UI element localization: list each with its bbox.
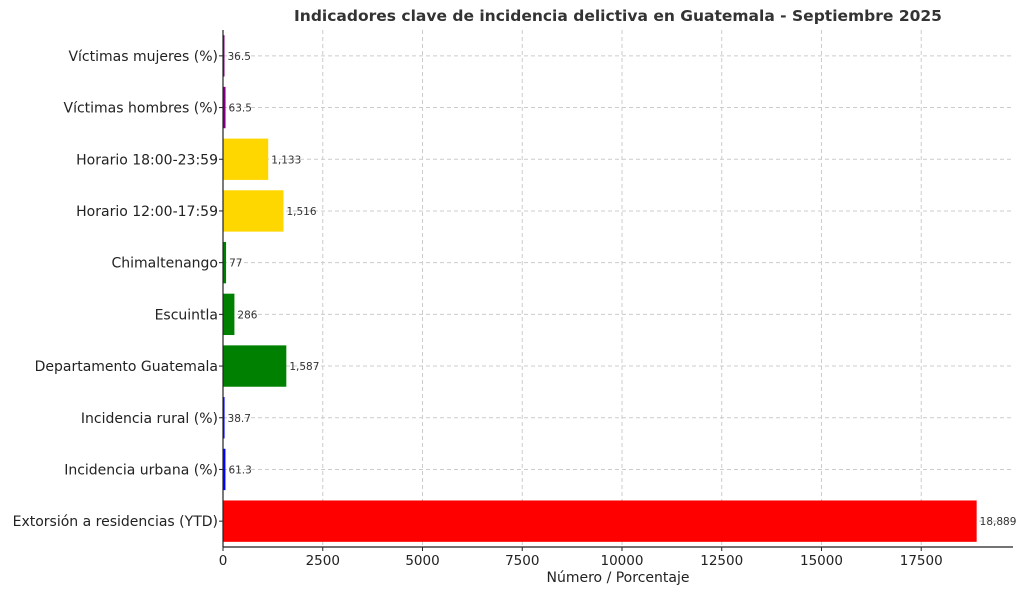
data-label: 61.3	[228, 464, 251, 476]
x-tick-label: 10000	[601, 553, 644, 569]
data-label: 38.7	[228, 413, 251, 425]
x-tick-label: 12500	[700, 553, 743, 569]
data-label: 286	[237, 309, 257, 321]
bar	[223, 500, 977, 542]
bar	[223, 293, 235, 336]
bar	[223, 35, 225, 77]
category-label: Extorsión a residencias (YTD)	[13, 514, 218, 530]
bar	[223, 190, 284, 232]
data-label: 77	[229, 258, 242, 270]
data-label: 1,516	[286, 206, 316, 218]
bar	[223, 138, 269, 180]
x-tick-label: 0	[219, 553, 228, 569]
x-tick-label: 2500	[306, 553, 340, 569]
grid-layer	[222, 30, 1013, 547]
x-tick-label: 7500	[505, 553, 539, 569]
bar	[223, 86, 226, 129]
category-label: Incidencia urbana (%)	[64, 462, 218, 478]
labels-layer: Extorsión a residencias (YTD) 18,889 Incid…	[13, 49, 1017, 530]
axes-layer: 0 2500 5000 7500 10000 12500 15000 17500	[219, 30, 1013, 569]
bar	[223, 448, 226, 491]
data-label: 18,889	[980, 516, 1017, 528]
category-label: Horario 12:00-17:59	[76, 204, 218, 220]
category-label: Horario 18:00-23:59	[76, 152, 218, 168]
data-label: 36.5	[228, 51, 251, 63]
chart-title: Indicadores clave de incidencia delictiv…	[294, 7, 942, 25]
x-tick-label: 5000	[405, 553, 439, 569]
data-label: 63.5	[229, 103, 252, 115]
x-tick-label: 17500	[900, 553, 943, 569]
data-label: 1,587	[289, 361, 319, 373]
data-label: 1,133	[271, 154, 301, 166]
bar	[223, 345, 287, 387]
category-label: Víctimas mujeres (%)	[68, 49, 218, 65]
x-axis-label: Número / Porcentaje	[547, 570, 690, 586]
category-label: Víctimas hombres (%)	[64, 101, 219, 117]
category-label: Escuintla	[155, 307, 218, 323]
category-label: Incidencia rural (%)	[81, 411, 218, 427]
x-tick-label: 15000	[800, 553, 843, 569]
category-label: Chimaltenango	[111, 256, 218, 272]
bar	[223, 397, 225, 439]
category-label: Departamento Guatemala	[35, 359, 218, 375]
bar	[223, 241, 227, 284]
bars-layer	[223, 35, 977, 542]
